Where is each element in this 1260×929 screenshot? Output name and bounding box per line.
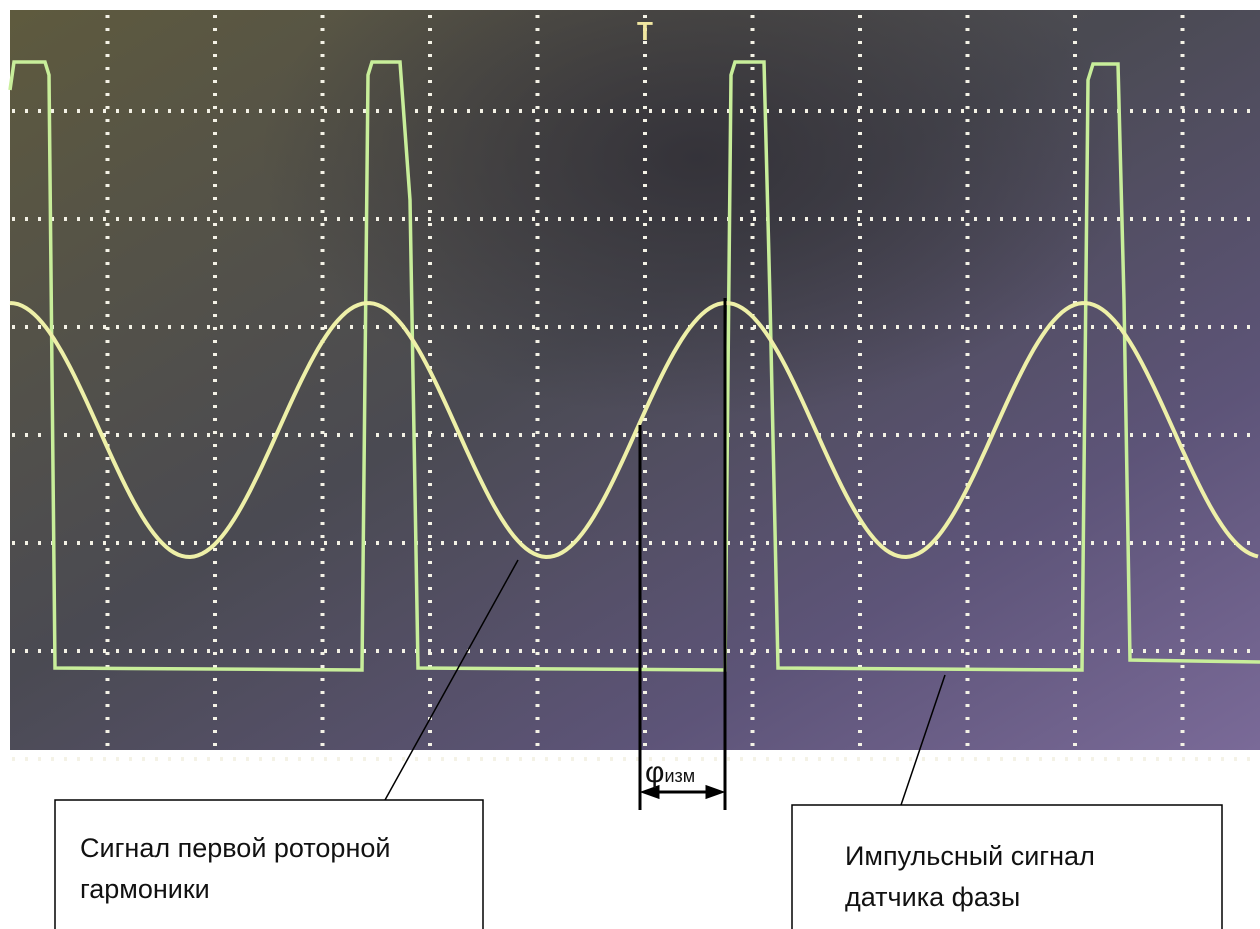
label-box — [55, 800, 483, 929]
label-line: Сигнал первой роторной — [80, 833, 390, 863]
screen-shade — [10, 10, 1260, 750]
figure: T φизм Сигнал первой роторной гармоники … — [0, 0, 1260, 929]
phase-subscript: изм — [664, 766, 695, 786]
phase-symbol-main: φ — [645, 756, 664, 789]
label-line: Импульсный сигнал — [845, 841, 1095, 871]
label-line: гармоники — [80, 874, 210, 904]
phase-symbol: φизм — [645, 756, 695, 789]
label-line: датчика фазы — [845, 882, 1020, 912]
trigger-marker: T — [637, 16, 653, 46]
